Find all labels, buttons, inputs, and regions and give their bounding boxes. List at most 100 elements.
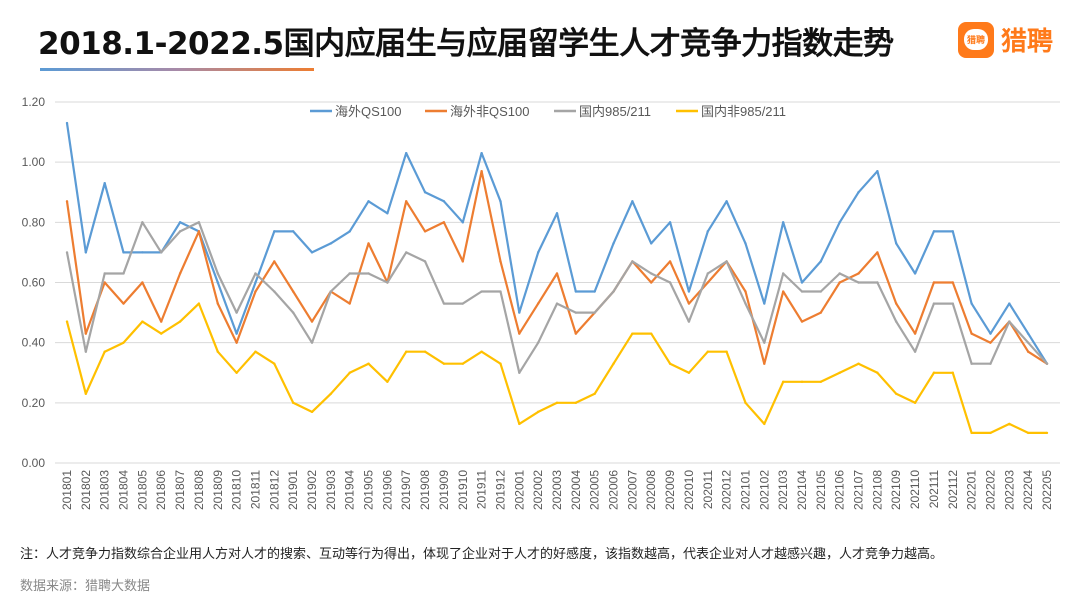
- x-tick-label: 201802: [79, 470, 93, 510]
- x-tick-label: 202004: [569, 470, 583, 510]
- data-point: [895, 320, 898, 323]
- data-point: [631, 200, 634, 203]
- x-tick-label: 202103: [776, 470, 790, 510]
- legend-label: 国内非985/211: [701, 104, 786, 119]
- data-point: [650, 332, 653, 335]
- data-point: [423, 350, 427, 353]
- data-point: [970, 332, 973, 335]
- data-point: [291, 230, 295, 233]
- data-point: [725, 200, 728, 203]
- data-point: [310, 410, 314, 414]
- x-tick-label: 201811: [248, 470, 262, 509]
- data-point: [386, 281, 389, 284]
- data-point: [857, 191, 860, 194]
- x-tick-label: 202202: [983, 470, 997, 510]
- data-point: [197, 221, 201, 224]
- data-point: [763, 362, 766, 365]
- x-tick-label: 202105: [814, 470, 828, 510]
- x-tick-label: 201912: [493, 470, 507, 510]
- data-point: [480, 290, 483, 293]
- data-point: [122, 341, 125, 344]
- data-point: [329, 392, 333, 396]
- data-point: [725, 260, 728, 263]
- data-point: [423, 230, 427, 233]
- x-tick-label: 201908: [418, 470, 432, 510]
- data-point: [932, 281, 936, 284]
- data-point: [141, 251, 144, 254]
- data-point: [442, 302, 446, 305]
- data-point: [687, 320, 691, 323]
- data-point: [329, 290, 333, 293]
- data-point: [423, 260, 427, 263]
- data-point: [273, 230, 276, 233]
- data-point: [442, 200, 446, 203]
- data-point: [989, 341, 992, 344]
- data-point: [1008, 422, 1011, 426]
- data-point: [744, 401, 747, 405]
- data-point: [876, 251, 879, 254]
- data-point: [913, 272, 917, 275]
- data-point: [895, 242, 898, 245]
- data-point: [895, 392, 898, 396]
- data-point: [291, 311, 295, 314]
- data-point: [442, 362, 446, 365]
- data-point: [291, 290, 295, 293]
- y-tick-label: 0.20: [22, 396, 46, 410]
- data-point: [405, 151, 408, 155]
- data-point: [405, 200, 408, 203]
- data-point: [838, 221, 841, 224]
- data-point: [989, 332, 992, 335]
- data-point: [518, 422, 521, 426]
- data-point: [499, 260, 502, 263]
- data-point: [103, 272, 106, 275]
- data-point: [178, 221, 182, 224]
- data-point: [763, 341, 766, 344]
- data-point: [838, 371, 841, 374]
- x-tick-label: 202108: [870, 470, 884, 510]
- data-point: [687, 290, 691, 293]
- x-tick-label: 202201: [965, 470, 979, 510]
- data-point: [612, 362, 615, 365]
- data-point: [461, 302, 464, 305]
- data-point: [367, 272, 370, 275]
- data-point: [235, 311, 238, 314]
- x-tick-label: 202001: [512, 470, 526, 510]
- data-point: [84, 350, 88, 353]
- data-point: [800, 380, 804, 383]
- data-point: [593, 392, 596, 396]
- data-point: [141, 320, 144, 323]
- data-point: [178, 230, 182, 233]
- data-point: [84, 332, 88, 335]
- data-point: [574, 401, 578, 405]
- x-tick-label: 202007: [625, 470, 639, 510]
- x-tick-label: 201809: [211, 470, 225, 510]
- data-point: [932, 371, 936, 374]
- data-point: [650, 272, 653, 275]
- x-tick-label: 202104: [795, 470, 809, 510]
- title-underline: [40, 68, 314, 71]
- data-point: [687, 302, 691, 305]
- data-point: [913, 401, 917, 405]
- data-point: [178, 320, 182, 323]
- data-point: [499, 290, 502, 293]
- data-point: [876, 169, 879, 173]
- liepin-logo: 猎聘 猎聘: [958, 21, 1053, 58]
- data-point: [348, 272, 351, 275]
- data-point: [103, 350, 106, 353]
- x-tick-label: 201806: [154, 470, 168, 510]
- data-point: [160, 332, 163, 335]
- x-tick-label: 202006: [607, 470, 621, 510]
- data-point: [216, 302, 219, 305]
- data-point: [970, 302, 973, 305]
- data-point: [405, 350, 408, 353]
- legend-label: 海外非QS100: [450, 104, 529, 119]
- data-point: [857, 272, 860, 275]
- data-point: [122, 272, 125, 275]
- x-tick-label: 202102: [757, 470, 771, 510]
- data-point: [970, 431, 973, 435]
- data-point: [536, 341, 540, 344]
- data-point: [574, 311, 578, 314]
- data-point: [951, 281, 954, 284]
- data-point: [593, 290, 596, 293]
- data-point: [800, 320, 804, 323]
